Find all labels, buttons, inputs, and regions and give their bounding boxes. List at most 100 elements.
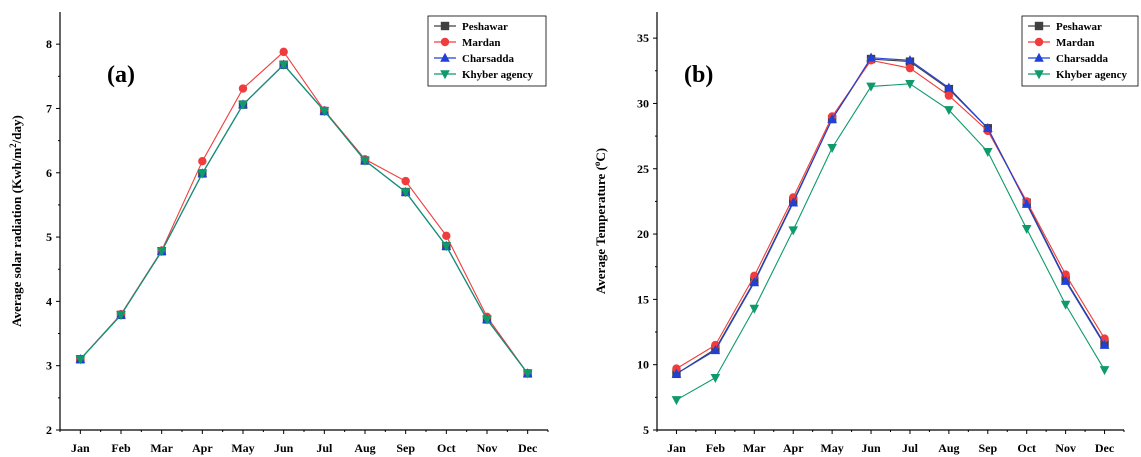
x-tick-label: Dec <box>1095 441 1115 455</box>
data-point <box>319 107 330 117</box>
x-tick-label: Sep <box>396 441 415 455</box>
legend-marker <box>1034 70 1044 80</box>
x-tick-label: Aug <box>354 441 375 455</box>
data-point <box>401 176 410 186</box>
data-point <box>905 63 915 73</box>
series-line <box>79 63 529 374</box>
data-point <box>238 100 248 110</box>
y-tick-label: 20 <box>637 227 649 241</box>
data-point <box>1099 339 1110 349</box>
series-mardan <box>76 47 532 378</box>
legend-label: Mardan <box>462 37 501 49</box>
data-point <box>278 60 289 70</box>
data-point <box>710 345 721 355</box>
data-point <box>1021 225 1032 235</box>
legend-marker <box>1034 37 1044 47</box>
data-point <box>75 355 86 365</box>
legend-marker <box>440 37 450 47</box>
data-point <box>279 47 288 57</box>
data-point <box>671 396 682 406</box>
data-point <box>944 106 954 116</box>
data-point <box>827 144 837 154</box>
data-point <box>905 80 915 90</box>
data-point <box>442 231 451 240</box>
series-line <box>79 63 529 374</box>
legend-label: Khyber agency <box>462 69 533 81</box>
data-point <box>522 369 533 379</box>
legend-label: Charsadda <box>462 53 514 65</box>
data-point <box>671 368 682 378</box>
x-tick-label: Jul <box>316 441 333 455</box>
y-tick-label: 2 <box>46 423 52 437</box>
x-tick-label: May <box>231 441 254 455</box>
series-line <box>79 51 529 374</box>
series-line <box>79 63 529 374</box>
y-tick-label: 8 <box>46 37 52 51</box>
data-point <box>866 52 876 62</box>
series-peshawar <box>76 60 532 378</box>
x-tick-label: Oct <box>1017 441 1036 455</box>
data-point <box>905 55 915 65</box>
data-point <box>788 226 799 236</box>
data-point <box>441 242 452 252</box>
x-tick-label: Dec <box>518 441 538 455</box>
legend-marker <box>1034 52 1044 62</box>
y-tick-label: 25 <box>637 162 649 176</box>
legend-label: Charsadda <box>1056 53 1108 65</box>
data-point <box>982 147 993 157</box>
series-line <box>676 83 1106 401</box>
legend-marker <box>440 70 450 80</box>
x-tick-label: Sep <box>978 441 997 455</box>
y-tick-label: 4 <box>46 294 52 308</box>
data-point <box>198 156 207 166</box>
data-point <box>789 193 798 202</box>
data-point <box>1021 198 1032 208</box>
data-point <box>866 82 876 92</box>
legend-marker <box>440 52 450 62</box>
x-tick-label: Mar <box>150 441 173 455</box>
x-tick-label: Oct <box>437 441 456 455</box>
legend-label: Mardan <box>1056 37 1095 49</box>
panel-label: (a) <box>107 62 135 88</box>
data-point <box>400 188 411 198</box>
x-tick-label: Jun <box>274 441 294 455</box>
legend-label: Peshawar <box>1056 21 1102 33</box>
data-point <box>672 364 681 373</box>
x-tick-label: Apr <box>192 441 213 455</box>
x-tick-label: Aug <box>938 441 959 455</box>
chart-panel-a: 2 3 4 5 6 7 8 Jan Feb Mar Apr May Jun Jul Aug Sep Oct Nov… <box>8 12 549 455</box>
data-point <box>482 315 492 325</box>
data-point <box>944 82 954 92</box>
x-tick-label: Nov <box>1055 441 1076 455</box>
series-line <box>676 57 1106 375</box>
data-point <box>156 247 167 257</box>
data-point <box>788 197 799 207</box>
y-tick-label: 10 <box>637 358 649 372</box>
panel-label: (b) <box>684 62 713 88</box>
legend: Peshawar Mardan Charsadda Khyber agency <box>1021 15 1139 87</box>
legend-label: Peshawar <box>462 21 508 33</box>
y-tick-label: 15 <box>637 292 649 306</box>
data-point <box>749 277 760 287</box>
legend-marker <box>1034 21 1044 31</box>
series-line <box>676 58 1106 375</box>
data-point <box>1060 300 1071 310</box>
data-point <box>197 169 208 179</box>
x-tick-label: Feb <box>111 441 131 455</box>
series-khyber-agency <box>671 80 1110 406</box>
series-peshawar <box>672 54 1109 379</box>
data-point <box>749 304 760 314</box>
data-point <box>944 91 954 100</box>
y-tick-label: 6 <box>46 166 52 180</box>
y-tick-label: 5 <box>46 230 52 244</box>
legend: Peshawar Mardan Charsadda Khyber agency <box>427 15 547 87</box>
y-tick-label: 5 <box>643 423 649 437</box>
data-point <box>1060 275 1071 285</box>
x-tick-label: Nov <box>477 441 498 455</box>
series-charsadda <box>75 59 533 378</box>
x-tick-label: Jan <box>667 441 686 455</box>
series-charsadda <box>671 52 1110 378</box>
series-khyber-agency <box>75 60 533 379</box>
x-tick-label: Jul <box>902 441 919 455</box>
